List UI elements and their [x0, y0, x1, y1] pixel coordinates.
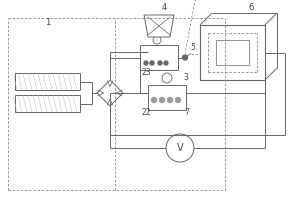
Text: 23: 23 [141, 68, 151, 77]
Circle shape [144, 61, 148, 65]
Bar [200, 25, 265, 80]
Circle shape [160, 98, 164, 102]
Text: 22: 22 [141, 108, 151, 117]
Circle shape [164, 61, 168, 65]
Circle shape [182, 55, 188, 60]
Polygon shape [144, 15, 174, 37]
Circle shape [150, 61, 154, 65]
Text: 4: 4 [162, 3, 167, 12]
Bar [15, 73, 80, 90]
Text: 6: 6 [248, 3, 254, 12]
Text: 7: 7 [184, 108, 189, 117]
Circle shape [158, 61, 162, 65]
Circle shape [167, 98, 172, 102]
Bar [148, 85, 186, 110]
Bar [216, 40, 249, 65]
Text: V: V [177, 143, 183, 153]
Bar [15, 95, 80, 112]
Circle shape [176, 98, 181, 102]
Bar [140, 45, 178, 70]
Text: 1: 1 [45, 18, 50, 27]
Text: 3: 3 [183, 73, 188, 82]
Text: 5: 5 [190, 43, 195, 52]
Circle shape [152, 98, 157, 102]
